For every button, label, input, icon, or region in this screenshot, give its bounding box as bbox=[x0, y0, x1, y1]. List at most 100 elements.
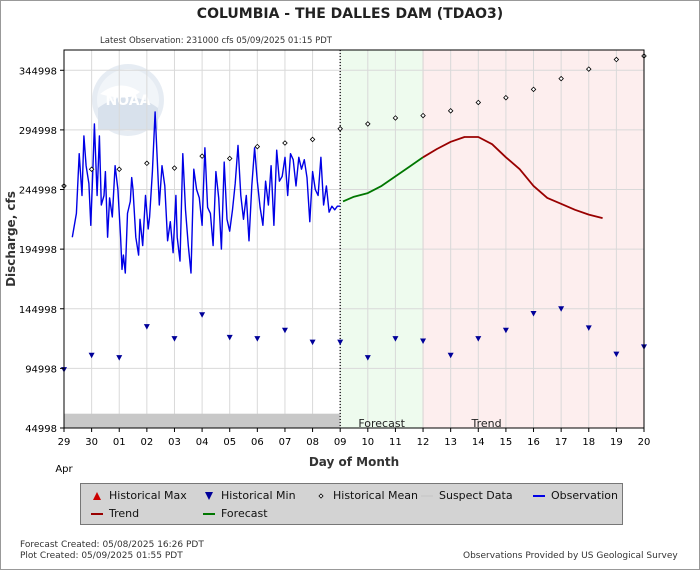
historical-min-point bbox=[447, 352, 454, 359]
historical-mean-point bbox=[613, 56, 620, 63]
historical-mean-point bbox=[309, 136, 316, 143]
legend-item-observation: Observation bbox=[531, 489, 618, 502]
suspect-data-bar bbox=[64, 413, 341, 428]
historical-mean-point bbox=[585, 66, 592, 72]
historical-min-point bbox=[116, 355, 123, 361]
x-tick-label: 05 bbox=[223, 437, 236, 448]
x-tick-label: 18 bbox=[582, 437, 595, 448]
historical-min-point bbox=[309, 339, 316, 346]
historical-min-point bbox=[281, 327, 288, 334]
data-provider-text: Observations Provided by US Geological S… bbox=[463, 551, 678, 561]
historical-mean-point bbox=[420, 112, 426, 119]
legend-diamond-icon bbox=[318, 493, 324, 499]
x-tick-label: 07 bbox=[279, 437, 292, 448]
legend-label: Trend bbox=[109, 507, 140, 520]
legend-item-historical-mean: Historical Mean bbox=[313, 489, 418, 502]
historical-mean-point bbox=[447, 108, 454, 114]
historical-min-point bbox=[475, 336, 482, 342]
historical-min-point bbox=[530, 311, 537, 317]
x-tick-label: 16 bbox=[527, 437, 540, 448]
x-tick-label: 15 bbox=[500, 437, 513, 448]
y-tick-label: 344998 bbox=[19, 66, 57, 77]
legend: Historical Max Historical Min Historical M… bbox=[80, 483, 623, 525]
historical-min-point bbox=[226, 334, 233, 341]
historical-mean-point bbox=[365, 121, 371, 127]
forecast-region-label: Forecast bbox=[358, 417, 405, 430]
historical-min-point bbox=[392, 336, 399, 342]
x-tick-label: 17 bbox=[555, 437, 568, 448]
legend-label: Historical Min bbox=[221, 489, 296, 502]
chart-subtitle: Latest Observation: 231000 cfs 05/09/202… bbox=[100, 36, 333, 46]
y-axis-label: Discharge, cfs bbox=[4, 191, 18, 287]
legend-triangle-up-icon bbox=[93, 492, 101, 500]
noaa-logo-icon bbox=[92, 64, 164, 136]
historical-mean-point bbox=[88, 166, 95, 173]
x-tick-label: 19 bbox=[610, 437, 623, 448]
historical-mean-point bbox=[171, 165, 178, 171]
x-tick-label: 20 bbox=[638, 437, 651, 448]
forecast-line bbox=[342, 156, 424, 203]
x-tick-label: 30 bbox=[85, 437, 98, 448]
legend-line-icon bbox=[421, 495, 433, 497]
historical-min-point bbox=[337, 339, 344, 346]
legend-line-icon bbox=[91, 513, 103, 515]
y-tick-label: 44998 bbox=[25, 424, 57, 435]
x-tick-label: 13 bbox=[444, 437, 457, 448]
x-tick-label: 29 bbox=[58, 437, 71, 448]
historical-min-point bbox=[502, 327, 509, 334]
legend-item-historical-min: Historical Min bbox=[201, 489, 296, 502]
historical-min-point bbox=[199, 312, 206, 318]
x-tick-label: 03 bbox=[168, 437, 181, 448]
historical-min-point bbox=[613, 351, 620, 358]
legend-label: Historical Max bbox=[109, 489, 187, 502]
y-tick-label: 194998 bbox=[19, 245, 57, 256]
historical-min-point bbox=[143, 324, 150, 330]
legend-line-icon bbox=[203, 513, 215, 515]
historical-mean-point bbox=[116, 166, 123, 173]
x-tick-label: 11 bbox=[389, 437, 402, 448]
x-tick-label: 14 bbox=[472, 437, 485, 448]
historical-mean-point bbox=[254, 143, 261, 150]
historical-min-point bbox=[420, 338, 427, 344]
y-tick-label: 94998 bbox=[25, 364, 57, 375]
legend-line-icon bbox=[533, 495, 545, 497]
historical-mean-point bbox=[282, 140, 288, 146]
chart-title: COLUMBIA - THE DALLES DAM (TDAO3) bbox=[197, 6, 503, 22]
historical-mean-point bbox=[392, 115, 399, 121]
x-month-label: Apr bbox=[55, 464, 73, 475]
x-tick-label: 04 bbox=[196, 437, 209, 448]
x-axis-label: Day of Month bbox=[309, 455, 399, 469]
historical-mean-point bbox=[337, 125, 343, 132]
x-tick-label: 10 bbox=[361, 437, 374, 448]
historical-mean-point bbox=[530, 86, 537, 93]
x-tick-label: 02 bbox=[140, 437, 153, 448]
trend-line bbox=[422, 136, 603, 219]
legend-label: Historical Mean bbox=[333, 489, 418, 502]
x-tick-label: 08 bbox=[306, 437, 319, 448]
historical-mean-point bbox=[558, 75, 564, 82]
x-tick-label: 09 bbox=[334, 437, 347, 448]
legend-label: Suspect Data bbox=[439, 489, 513, 502]
y-tick-label: 144998 bbox=[19, 305, 57, 316]
x-tick-label: 12 bbox=[417, 437, 430, 448]
historical-mean-point bbox=[475, 99, 482, 106]
historical-mean-point bbox=[144, 160, 150, 167]
legend-triangle-down-icon bbox=[205, 492, 213, 500]
historical-min-point bbox=[558, 306, 565, 312]
legend-item-trend: Trend bbox=[89, 507, 139, 520]
historical-min-point bbox=[585, 325, 592, 331]
y-tick-label: 244998 bbox=[19, 186, 57, 197]
plot-border bbox=[63, 49, 645, 429]
legend-item-historical-max: Historical Max bbox=[89, 489, 187, 502]
legend-label: Forecast bbox=[221, 507, 268, 520]
x-tick-label: 06 bbox=[251, 437, 264, 448]
legend-item-suspect-data: Suspect Data bbox=[419, 489, 513, 502]
x-tick-label: 01 bbox=[113, 437, 126, 448]
historical-min-point bbox=[364, 355, 371, 361]
trend-region-label: Trend bbox=[471, 417, 502, 430]
historical-min-point bbox=[171, 336, 178, 342]
historical-mean-point bbox=[226, 155, 233, 162]
historical-min-point bbox=[254, 336, 261, 342]
noaa-watermark-text: NOAA bbox=[106, 93, 151, 109]
